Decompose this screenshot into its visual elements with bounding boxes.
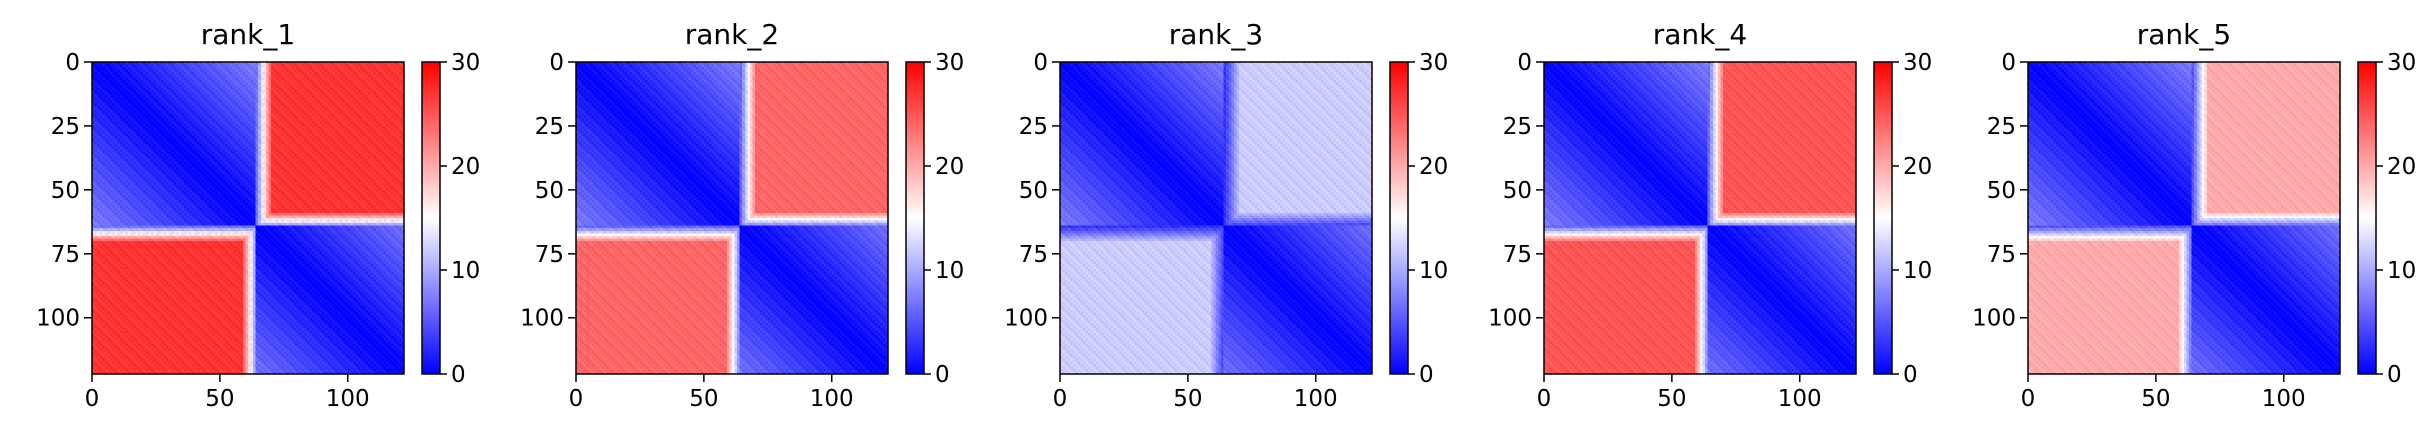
- x-tick-label: 50: [205, 386, 234, 412]
- colorbar-tick-label: 20: [1903, 154, 1932, 180]
- y-tick-label: 75: [535, 242, 564, 268]
- y-tick-label: 25: [535, 114, 564, 140]
- x-tick-label: 50: [1657, 386, 1686, 412]
- colorbar-tick-label: 20: [1419, 154, 1448, 180]
- y-tick-label: 50: [535, 178, 564, 204]
- y-tick-label: 75: [1503, 242, 1532, 268]
- y-tick-label: 50: [1019, 178, 1048, 204]
- x-tick-label: 50: [2141, 386, 2170, 412]
- panel-title: rank_5: [2137, 18, 2231, 51]
- plot-frame: [1059, 61, 1373, 375]
- panel-title: rank_4: [1653, 18, 1747, 51]
- plot-frame: [575, 61, 889, 375]
- colorbar-tick-label: 0: [2387, 362, 2402, 388]
- panel-rank_4: rank_4 0 50 100 0 25 50 75 100 0 10 20 30: [1488, 18, 1932, 412]
- y-tick-label: 100: [520, 306, 564, 332]
- y-tick-label: 75: [1019, 242, 1048, 268]
- y-tick-label: 50: [51, 178, 80, 204]
- colorbar-tick-label: 20: [2387, 154, 2416, 180]
- colorbar-tick-label: 30: [1903, 50, 1932, 76]
- colorbar-tick-label: 10: [2387, 258, 2416, 284]
- panel-rank_2: rank_2 0 50 100 0 25 50 75 100 0 10 20 30: [520, 18, 964, 412]
- y-tick-label: 100: [1004, 306, 1048, 332]
- x-tick-label: 50: [689, 386, 718, 412]
- y-tick-label: 100: [1488, 306, 1532, 332]
- plot-frame: [1543, 61, 1857, 375]
- colorbar: [1389, 61, 1409, 375]
- colorbar-tick-label: 10: [451, 258, 480, 284]
- y-tick-label: 50: [1987, 178, 2016, 204]
- colorbar: [905, 61, 925, 375]
- y-tick-label: 75: [51, 242, 80, 268]
- panel-rank_3: rank_3 0 50 100 0 25 50 75 100 0 10 20 30: [1004, 18, 1448, 412]
- colorbar-tick-label: 0: [935, 362, 950, 388]
- panel-rank_5: rank_5 0 50 100 0 25 50 75 100 0 10 20 30: [1972, 18, 2416, 412]
- colorbar-tick-label: 0: [1903, 362, 1918, 388]
- colorbar-tick-label: 10: [1903, 258, 1932, 284]
- y-tick-label: 0: [1033, 50, 1048, 76]
- heatmap-image: [92, 62, 404, 374]
- heatmap-image: [576, 62, 888, 374]
- colorbar-tick-label: 20: [451, 154, 480, 180]
- y-tick-label: 0: [1517, 50, 1532, 76]
- x-tick-label: 100: [326, 386, 370, 412]
- panel-title: rank_3: [1169, 18, 1263, 51]
- y-tick-label: 25: [1503, 114, 1532, 140]
- plot-frame: [91, 61, 405, 375]
- heatmap-image: [1544, 62, 1856, 374]
- colorbar-tick-label: 10: [1419, 258, 1448, 284]
- y-tick-label: 25: [1019, 114, 1048, 140]
- heatmap-image: [1060, 62, 1372, 374]
- x-tick-label: 100: [1778, 386, 1822, 412]
- x-tick-label: 100: [1294, 386, 1338, 412]
- panel-title: rank_2: [685, 18, 779, 51]
- colorbar-tick-label: 30: [451, 50, 480, 76]
- colorbar-tick-label: 30: [1419, 50, 1448, 76]
- y-tick-label: 50: [1503, 178, 1532, 204]
- colorbar-tick-label: 0: [451, 362, 466, 388]
- y-tick-label: 100: [36, 306, 80, 332]
- colorbar: [421, 61, 441, 375]
- colorbar-tick-label: 0: [1419, 362, 1434, 388]
- x-tick-label: 0: [1537, 386, 1552, 412]
- y-tick-label: 0: [2001, 50, 2016, 76]
- x-tick-label: 0: [569, 386, 584, 412]
- y-tick-label: 0: [65, 50, 80, 76]
- colorbar-tick-label: 30: [2387, 50, 2416, 76]
- panel-title: rank_1: [201, 18, 295, 51]
- colorbar-tick-label: 20: [935, 154, 964, 180]
- colorbar-tick-label: 30: [935, 50, 964, 76]
- panel-rank_1: rank_1 0 50 100 0 25 50 75 100 0 10 20 30: [36, 18, 480, 412]
- colorbar-tick-label: 10: [935, 258, 964, 284]
- y-tick-label: 100: [1972, 306, 2016, 332]
- y-tick-label: 25: [51, 114, 80, 140]
- x-tick-label: 50: [1173, 386, 1202, 412]
- x-tick-label: 0: [2021, 386, 2036, 412]
- x-tick-label: 0: [1053, 386, 1068, 412]
- y-tick-label: 0: [549, 50, 564, 76]
- y-tick-label: 25: [1987, 114, 2016, 140]
- x-tick-label: 0: [85, 386, 100, 412]
- x-tick-label: 100: [810, 386, 854, 412]
- heatmap-image: [2028, 62, 2340, 374]
- x-tick-label: 100: [2262, 386, 2306, 412]
- colorbar: [2357, 61, 2377, 375]
- y-tick-label: 75: [1987, 242, 2016, 268]
- colorbar: [1873, 61, 1893, 375]
- plot-frame: [2027, 61, 2341, 375]
